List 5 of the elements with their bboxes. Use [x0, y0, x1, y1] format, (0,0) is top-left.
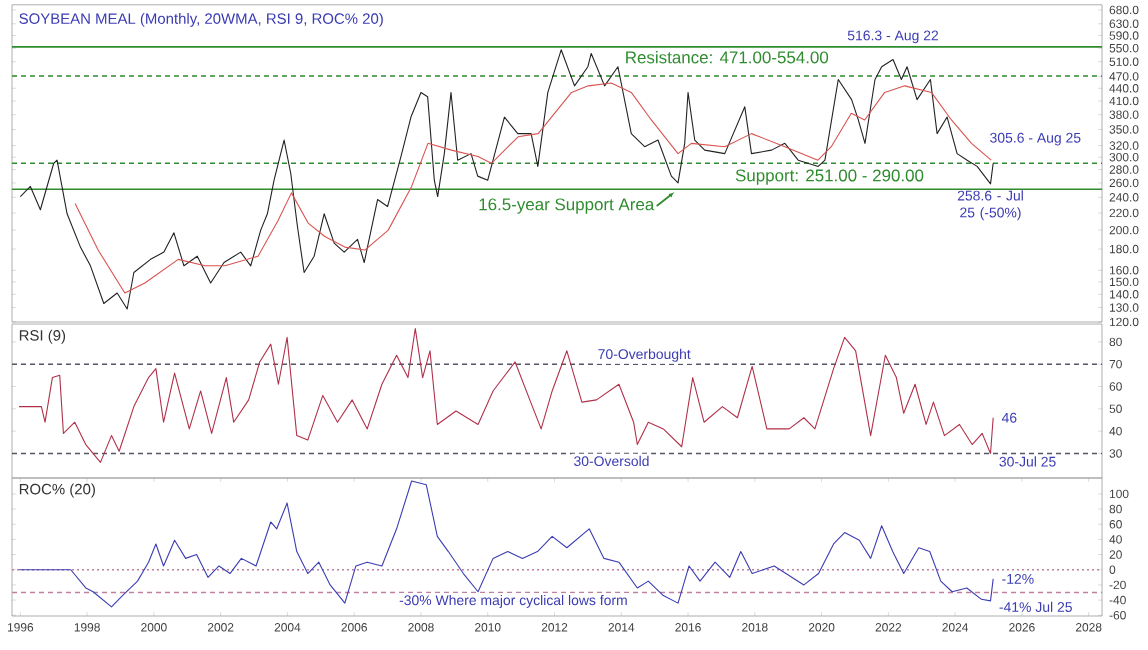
annotation: Support: 251.00 - 290.00 — [735, 169, 924, 185]
annotation: Resistance: 471.00-554.00 — [626, 50, 829, 64]
line-series — [18, 480, 994, 608]
line-series — [18, 327, 994, 463]
annotation: 16.5-year Support Area — [479, 198, 655, 214]
